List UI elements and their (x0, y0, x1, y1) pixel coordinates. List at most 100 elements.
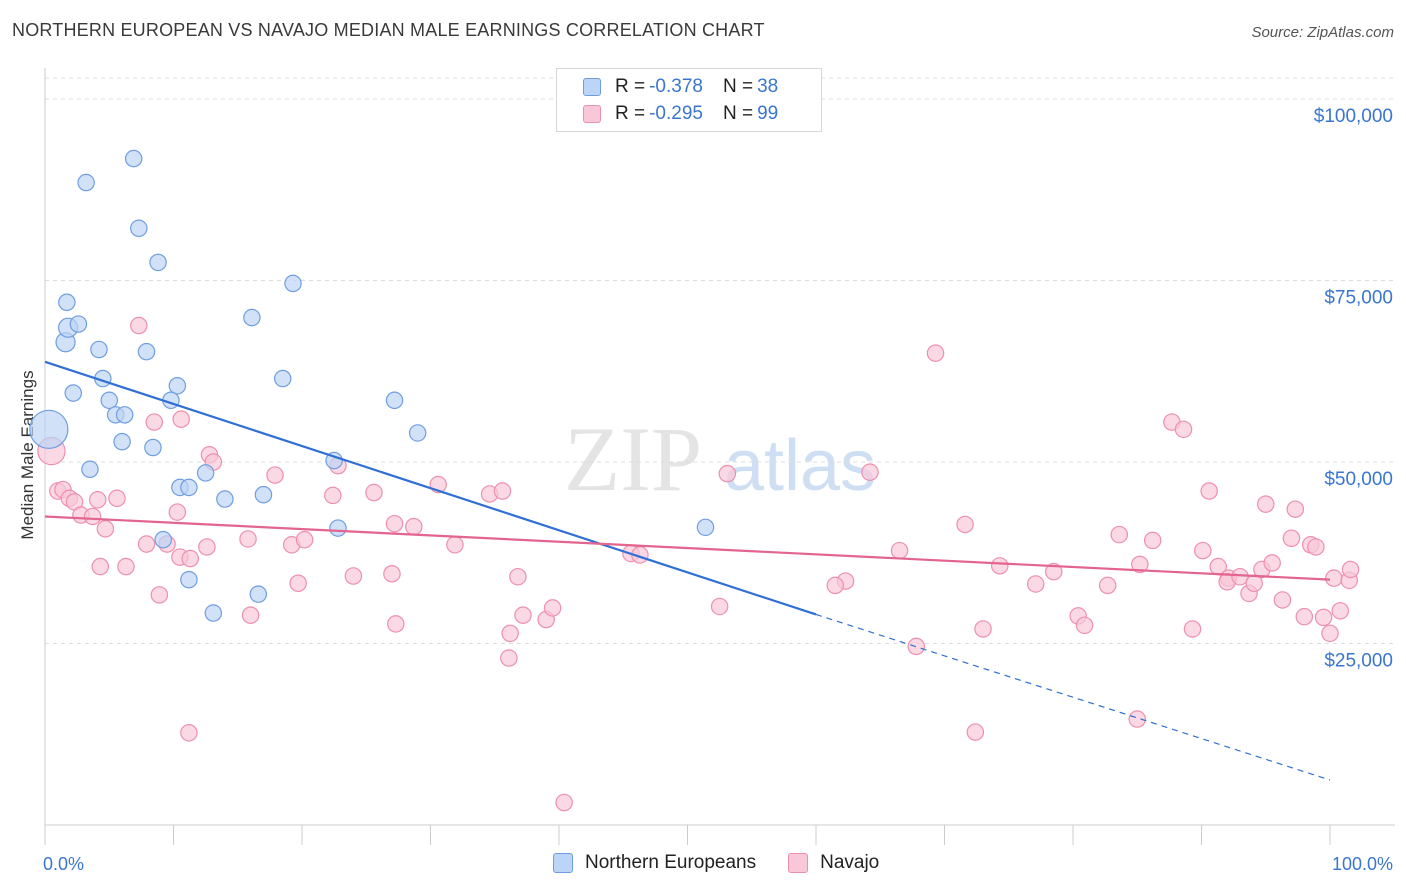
navajo-point (150, 586, 169, 604)
watermark-zip: ZIP (564, 408, 702, 510)
navajo-point (500, 649, 518, 667)
navajo-point (365, 483, 383, 502)
northern-europeans-point (325, 451, 343, 470)
navajo-point (1098, 576, 1117, 595)
navajo-point (88, 491, 107, 509)
tick-labels: $25,000 $50,000 $75,000 $100,000 0.0% 100.0% (43, 106, 1393, 874)
northern-europeans-point (284, 274, 302, 293)
navajo-point (555, 793, 573, 812)
navajo-point (405, 517, 423, 536)
navajo-point (493, 482, 512, 500)
northern-europeans-point (64, 384, 83, 402)
navajo-point (344, 567, 363, 585)
axes (44, 68, 1395, 845)
navajo-point (1341, 560, 1360, 579)
northern-europeans-point (408, 424, 427, 442)
navajo-point (514, 606, 532, 624)
navajo-point (446, 536, 464, 554)
navajo-point (509, 567, 527, 586)
northern-europeans-point (243, 308, 261, 327)
northern-europeans-trend-line (44, 360, 817, 616)
navajo-point (1307, 538, 1325, 556)
northern-europeans-point (204, 604, 223, 622)
navajo-point (1194, 541, 1212, 560)
navajo-point (1110, 525, 1129, 544)
northern-europeans-point (180, 570, 198, 589)
navajo-point (96, 520, 115, 538)
x-tick-label: 100.0% (1332, 854, 1393, 874)
navajo-point (1044, 562, 1063, 581)
northern-europeans-point (115, 406, 134, 424)
navajo-point (1075, 616, 1094, 635)
navajo-point (1174, 420, 1193, 439)
navajo-point (108, 489, 126, 508)
navajo-point (990, 557, 1009, 575)
northern-europeans-point (154, 530, 172, 549)
northern-europeans-point (100, 391, 119, 410)
northern-europeans-point (696, 518, 715, 537)
northern-europeans-point (168, 377, 187, 395)
legend-r-value: -0.378 (649, 76, 703, 97)
navajo-point (907, 637, 925, 656)
navajo-point (180, 724, 198, 742)
northern-europeans-points (29, 149, 715, 622)
northern-europeans-point (254, 485, 273, 504)
legend-item-navajo: Navajo (788, 852, 879, 874)
northern-europeans-point (90, 340, 108, 359)
navajo-point (1314, 608, 1333, 627)
navajo-point (241, 606, 260, 624)
northern-europeans-point (29, 409, 69, 449)
navajo-point (543, 599, 562, 617)
navajo-point (890, 541, 909, 560)
navajo-point (387, 615, 405, 633)
northern-europeans-trend-extension (815, 613, 1331, 781)
navajo-point (1128, 710, 1147, 728)
legend-n-label: N = (722, 76, 754, 97)
chart-title: NORTHERN EUROPEAN VS NAVAJO MEDIAN MALE … (12, 20, 765, 40)
navajo-point (145, 413, 163, 431)
northern-europeans-point (77, 173, 95, 192)
northern-europeans-point (58, 293, 76, 312)
navajo-point (718, 464, 737, 483)
navajo-point (1295, 607, 1314, 626)
northern-europeans-point (216, 490, 234, 508)
legend-n-value: 38 (757, 76, 779, 97)
navajo-point (1282, 529, 1301, 548)
navajo-point (383, 565, 401, 583)
northern-europeans-point (144, 438, 162, 457)
y-tick-label: $50,000 (1324, 469, 1393, 490)
northern-europeans-point (137, 342, 156, 361)
navajo-point (239, 530, 257, 548)
navajo-point (1183, 620, 1202, 638)
navajo-point (1325, 569, 1343, 587)
navajo-point (168, 503, 187, 521)
navajo-point (266, 466, 284, 484)
navajo-point (1131, 555, 1149, 574)
navajo-point (181, 549, 199, 568)
northern-europeans-point (180, 478, 198, 497)
northern-europeans-point (329, 519, 347, 537)
navajo-point (289, 574, 307, 593)
legend-swatch-pink (788, 853, 809, 873)
legend-r-label: R = (615, 76, 646, 97)
navajo-trend-line (44, 515, 1331, 581)
navajo-point (295, 530, 314, 549)
navajo-point (172, 410, 190, 428)
watermark-atlas: atlas (724, 426, 876, 506)
navajo-point (1143, 531, 1162, 550)
navajo-point (1256, 495, 1275, 513)
navajo-point (1263, 554, 1281, 572)
legend-item-northern-europeans: Northern Europeans (553, 852, 756, 874)
y-tick-label: $100,000 (1314, 106, 1393, 127)
navajo-point (385, 514, 404, 533)
legend-row-navajo: R = -0.295 N = 99 (583, 101, 798, 127)
navajo-point (324, 486, 342, 505)
navajo-point (91, 557, 110, 576)
navajo-point (1321, 624, 1339, 643)
y-tick-label: $75,000 (1324, 288, 1393, 309)
legend-swatch-blue (583, 78, 601, 96)
legend-row-northern-europeans: R = -0.378 N = 38 (583, 74, 798, 100)
navajo-point (1331, 602, 1350, 620)
trend-lines (44, 360, 1331, 781)
